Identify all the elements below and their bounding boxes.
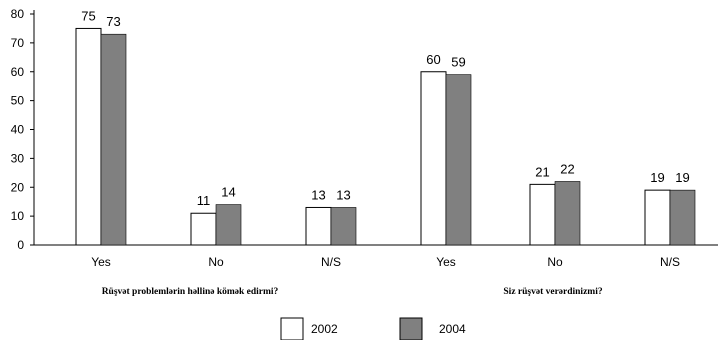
bar-2002 [644,189,671,246]
y-tick-label: 80 [11,7,25,21]
data-label-2002: 11 [197,193,211,208]
data-label-2002: 21 [535,164,549,179]
data-label-2004: 19 [675,170,689,185]
bar-2002 [190,212,217,246]
bar-2004 [554,181,581,246]
data-label-2002: 19 [650,170,664,185]
bar-2004 [330,207,357,246]
legend-item-2004-swatch [399,317,423,340]
bar-2004 [215,204,242,246]
y-tick-label: 70 [11,36,25,50]
data-label-2002: 13 [311,187,325,202]
y-tick-label: 20 [11,180,25,194]
category-label: N/S [321,255,341,269]
legend-item-2002-label: 2002 [311,322,338,336]
y-tick-label: 10 [11,209,25,223]
bar-2002 [75,27,102,246]
y-tick-label: 40 [11,123,25,137]
data-label-2004: 13 [336,187,350,202]
group-label: Rüşvət problemlərin həllinə kömək edirmi… [102,287,279,297]
bar-2002 [529,183,556,246]
bar-2002 [305,206,332,246]
data-label-2004: 59 [451,55,465,70]
category-label: No [208,255,224,269]
bar-2004 [100,33,127,246]
category-label: Yes [91,255,111,269]
bar-2002 [420,71,447,246]
y-tick-label: 50 [11,94,25,108]
bar-2004 [445,74,472,246]
data-label-2004: 14 [221,185,235,200]
category-label: No [547,255,563,269]
legend-item-2004-label: 2004 [439,322,466,336]
data-label-2004: 22 [560,161,574,176]
y-tick-label: 60 [11,65,25,79]
data-label-2004: 73 [106,14,120,29]
data-label-2002: 60 [426,52,440,67]
group-label: Siz rüşvət verərdinizmi? [503,287,602,297]
y-tick-label: 0 [17,238,24,252]
data-label-2002: 75 [81,8,95,23]
legend-item-2002-swatch [280,317,304,340]
category-label: Yes [436,255,456,269]
category-label: N/S [660,255,680,269]
y-tick-label: 30 [11,151,25,165]
bar-2004 [669,189,696,246]
